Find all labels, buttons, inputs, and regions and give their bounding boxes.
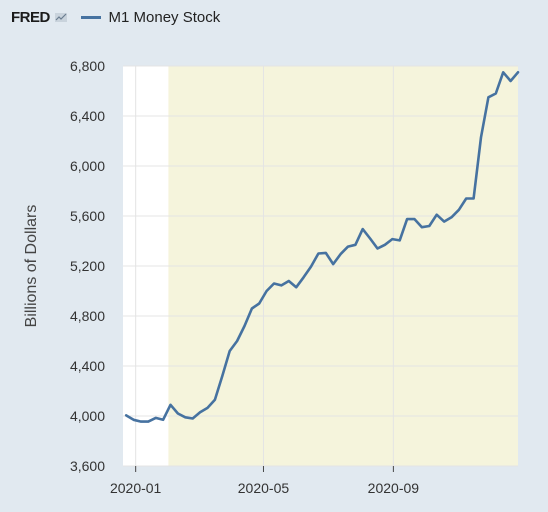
data-point[interactable] [390,237,395,242]
data-point[interactable] [323,250,328,255]
legend-label: M1 Money Stock [108,8,221,26]
data-point[interactable] [331,262,336,267]
chart-line-icon [54,13,67,23]
data-point[interactable] [190,416,195,421]
data-point[interactable] [175,411,180,416]
data-point[interactable] [227,349,232,354]
y-tick-label: 4,000 [70,408,105,424]
data-point[interactable] [368,236,373,241]
data-point[interactable] [345,244,350,249]
data-point[interactable] [205,405,210,410]
data-point[interactable] [316,251,321,256]
data-point[interactable] [516,70,521,75]
y-tick-label: 6,400 [70,108,105,124]
data-point[interactable] [486,95,491,100]
data-point[interactable] [242,324,247,329]
y-axis-label: Billions of Dollars [23,205,40,328]
data-point[interactable] [294,285,299,290]
data-point[interactable] [360,227,365,232]
data-point[interactable] [397,238,402,243]
x-tick-label: 2020-05 [238,480,290,496]
data-point[interactable] [183,415,188,420]
data-point[interactable] [220,374,225,379]
data-point[interactable] [456,207,461,212]
data-point[interactable] [272,281,277,286]
grid-lines [123,65,518,467]
data-point[interactable] [442,219,447,224]
data-point[interactable] [427,224,432,229]
y-tick-label: 6,800 [70,58,105,74]
fred-logo[interactable]: FRED [11,9,67,26]
data-point[interactable] [308,264,313,269]
data-point[interactable] [405,217,410,222]
y-tick-label: 5,200 [70,258,105,274]
series-layer [124,70,521,424]
data-point[interactable] [279,283,284,288]
data-point[interactable] [146,419,151,424]
data-point[interactable] [257,301,262,306]
data-point[interactable] [161,417,166,422]
data-point[interactable] [412,217,417,222]
data-point[interactable] [301,275,306,280]
data-point[interactable] [264,289,269,294]
data-point[interactable] [286,279,291,284]
data-point[interactable] [471,196,476,201]
data-point[interactable] [353,242,358,247]
data-point[interactable] [382,242,387,247]
data-point[interactable] [124,413,129,418]
x-tick-label: 2020-01 [110,480,162,496]
data-point[interactable] [338,252,343,257]
data-point[interactable] [419,225,424,230]
data-point[interactable] [153,415,158,420]
data-point[interactable] [138,419,143,424]
data-point[interactable] [493,91,498,96]
data-point[interactable] [375,246,380,251]
data-point[interactable] [235,339,240,344]
y-tick-label: 5,600 [70,208,105,224]
chart-header: FRED M1 Money Stock [11,6,220,28]
y-tick-label: 6,000 [70,158,105,174]
data-point[interactable] [434,212,439,217]
data-point[interactable] [449,215,454,220]
legend-swatch [80,15,101,19]
legend: M1 Money Stock [80,8,221,26]
data-point[interactable] [212,397,217,402]
fred-logo-text: FRED [11,8,50,26]
data-point[interactable] [131,417,136,422]
y-tick-label: 4,400 [70,358,105,374]
data-point[interactable] [479,135,484,140]
series-line-m1-money-stock[interactable] [124,71,520,423]
x-tick-label: 2020-09 [368,480,420,496]
x-axis-ticks: 2020-01 2020-05 2020-09 [110,466,419,496]
data-point[interactable] [249,306,254,311]
data-point[interactable] [501,70,506,75]
y-axis-ticks: 3,600 4,000 4,400 4,800 5,200 5,600 6,000 6,400… [70,58,105,474]
data-point[interactable] [198,410,203,415]
y-tick-label: 3,600 [70,458,105,474]
data-point[interactable] [464,196,469,201]
data-point[interactable] [168,402,173,407]
y-tick-label: 4,800 [70,308,105,324]
data-point[interactable] [508,79,513,84]
